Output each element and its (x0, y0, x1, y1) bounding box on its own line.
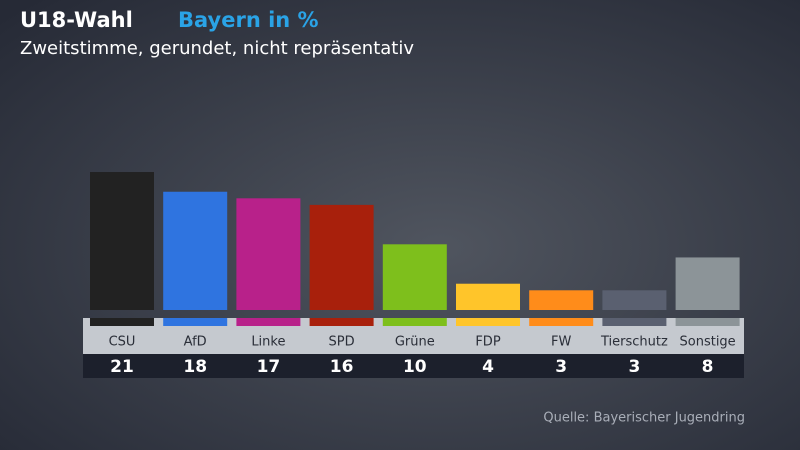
category-label: CSU (109, 335, 136, 350)
chart-subtitle: Bayern in % (178, 8, 319, 32)
value-label: 10 (403, 357, 427, 377)
bar-strip (309, 318, 374, 326)
bar-strip (382, 318, 447, 326)
bar-strip (675, 318, 740, 326)
source: Quelle: Bayerischer Jugendring (543, 411, 745, 426)
value-band (83, 354, 744, 378)
bar (90, 172, 154, 310)
category-label: Grüne (395, 335, 435, 350)
bar-strip (90, 318, 154, 326)
bar (675, 257, 740, 310)
value-label: 18 (183, 357, 207, 377)
value-label: 4 (482, 357, 494, 377)
bar (602, 290, 667, 310)
category-label: Tierschutz (600, 335, 668, 350)
value-label: 16 (330, 357, 354, 377)
category-label: SPD (329, 335, 355, 350)
bar-strip (456, 318, 520, 326)
chart-note: Zweitstimme, gerundet, nicht repräsentat… (20, 38, 414, 59)
chart-title: U18-Wahl (20, 8, 133, 32)
bar (236, 198, 301, 310)
bar (309, 204, 374, 310)
bar (529, 290, 594, 310)
value-label: 3 (628, 357, 640, 377)
bar-strip (602, 318, 667, 326)
category-label: FDP (475, 335, 500, 350)
category-label: Linke (251, 335, 285, 350)
bar (456, 283, 520, 310)
category-label: FW (551, 335, 571, 350)
value-label: 8 (702, 357, 714, 377)
category-label: Sonstige (680, 335, 736, 350)
bar-strip (163, 318, 228, 326)
bar (163, 191, 228, 310)
bar (382, 244, 447, 310)
category-label: AfD (184, 335, 207, 350)
bar-strip (529, 318, 594, 326)
bar-strip (236, 318, 301, 326)
value-label: 3 (555, 357, 567, 377)
value-label: 17 (257, 357, 281, 377)
value-label: 21 (110, 357, 134, 377)
